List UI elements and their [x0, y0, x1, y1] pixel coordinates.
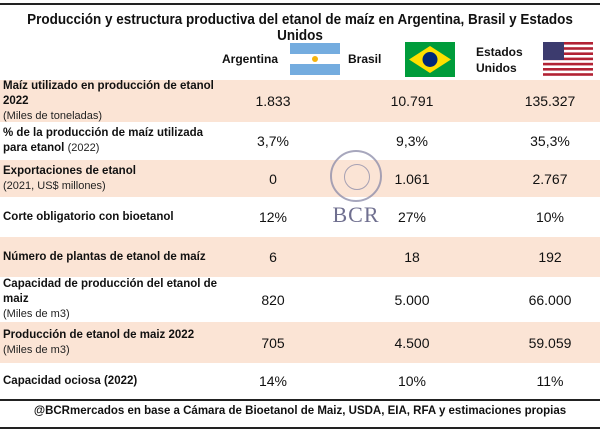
table-row: Número de plantas de etanol de maíz 6 18…	[0, 237, 600, 277]
usa-flag-icon	[543, 42, 593, 76]
cell-brasil: 5.000	[394, 291, 430, 308]
cell-brasil: 27%	[397, 209, 427, 225]
page-title: Producción y estructura productiva del e…	[27, 12, 573, 44]
table-row: Capacidad ociosa (2022) 14% 10% 11%	[0, 363, 600, 399]
cell-estados-unidos: 192	[538, 249, 562, 265]
cell-brasil: 10.791	[390, 93, 434, 109]
divider	[0, 399, 600, 401]
cell-argentina: 820	[261, 291, 285, 308]
cell-brasil: 10%	[397, 373, 427, 389]
cell-argentina: 1.833	[255, 93, 291, 109]
cell-argentina: 6	[269, 249, 277, 265]
row-sublabel: (2021, US$ millones)	[3, 179, 106, 192]
row-label: Exportaciones de etanol	[3, 164, 136, 177]
row-label: Capacidad de producción del etanol de ma…	[3, 278, 218, 305]
cell-estados-unidos: 66.000	[528, 291, 572, 308]
row-sublabel: (Miles de toneladas)	[3, 109, 103, 122]
cell-estados-unidos: 11%	[536, 373, 564, 389]
row-label: Corte obligatorio con bioetanol	[3, 210, 174, 223]
brazil-flag-icon	[405, 42, 455, 77]
column-header-argentina: Argentina	[222, 52, 279, 66]
row-label: Capacidad ociosa (2022)	[3, 374, 138, 387]
column-header-estados-unidos: Estados Unidos	[476, 45, 523, 75]
row-label: Número de plantas de etanol de maíz	[3, 250, 206, 263]
cell-argentina: 3,7%	[257, 133, 289, 149]
cell-estados-unidos: 10%	[535, 209, 565, 225]
table-row: Capacidad de producción del etanol de ma…	[0, 277, 600, 322]
cell-brasil: 9,3%	[396, 133, 428, 149]
cell-argentina: 12%	[258, 209, 288, 225]
cell-argentina: 705	[261, 334, 285, 351]
table-row: Exportaciones de etanol (2021, US$ millon…	[0, 160, 600, 197]
row-label: Maíz utilizado en producción de etanol 2…	[3, 79, 214, 107]
row-sublabel: (Miles de m3)	[3, 343, 70, 356]
row-sublabel: (2022)	[67, 142, 100, 154]
argentina-flag-icon	[290, 43, 340, 75]
column-header-brasil: Brasil	[348, 52, 382, 66]
top-rule	[0, 3, 600, 5]
cell-estados-unidos: 135.327	[524, 93, 576, 109]
table-row: Corte obligatorio con bioetanol 12% 27% …	[0, 197, 600, 237]
table-row: Producción de etanol de maiz 2022 (Miles …	[0, 322, 600, 363]
cell-estados-unidos: 59.059	[528, 334, 572, 351]
table-row: Maíz utilizado en producción de etanol 2…	[0, 80, 600, 122]
cell-brasil: 4.500	[394, 334, 430, 351]
bottom-rule	[0, 427, 600, 429]
row-label: Producción de etanol de maiz 2022	[3, 328, 195, 341]
cell-brasil: 18	[404, 249, 420, 265]
cell-estados-unidos: 35,3%	[530, 133, 570, 149]
row-sublabel: (Miles de m3)	[3, 308, 70, 320]
row-label: % de la producción de maíz utilizada par…	[3, 127, 204, 154]
cell-brasil: 1.061	[394, 170, 430, 187]
cell-argentina: 0	[269, 170, 277, 187]
source-footer: @BCRmercados en base a Cámara de Bioetan…	[33, 405, 567, 417]
cell-argentina: 14%	[258, 373, 288, 389]
cell-estados-unidos: 2.767	[532, 170, 568, 187]
table-row: % de la producción de maíz utilizada par…	[0, 122, 600, 160]
